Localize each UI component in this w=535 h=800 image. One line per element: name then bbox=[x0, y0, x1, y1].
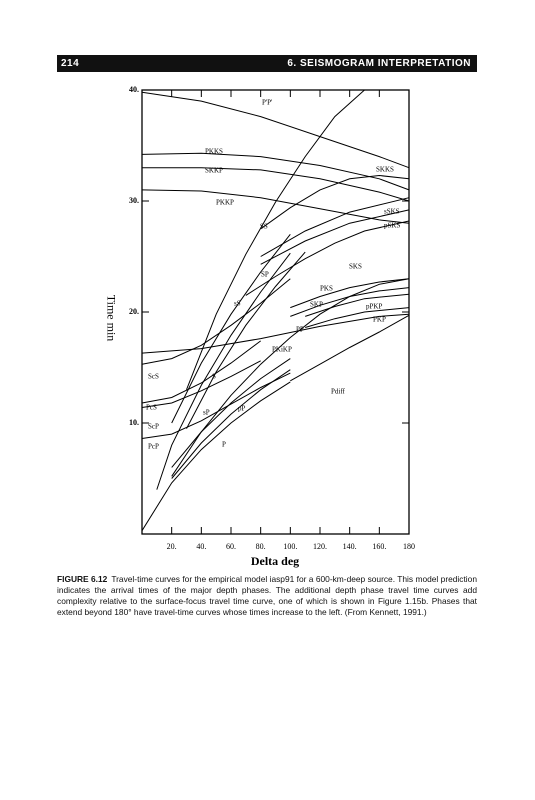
curve bbox=[171, 233, 291, 424]
x-axis-label: Delta deg bbox=[251, 554, 299, 568]
curve bbox=[260, 209, 410, 265]
x-tick-label: 60. bbox=[226, 542, 236, 551]
x-tick-label: 180 bbox=[403, 542, 415, 551]
x-tick-label: 100. bbox=[283, 542, 297, 551]
curve-label: PcS bbox=[146, 404, 157, 412]
running-title: 6. SEISMOGRAM INTERPRETATION bbox=[287, 58, 471, 69]
curve bbox=[290, 278, 410, 309]
y-tick-label: 20. bbox=[129, 307, 139, 316]
x-tick-label: 20. bbox=[167, 542, 177, 551]
curve bbox=[290, 314, 410, 382]
curve-label: PKKP bbox=[216, 199, 234, 207]
curve bbox=[141, 360, 261, 408]
running-header: 214 6. SEISMOGRAM INTERPRETATION bbox=[57, 55, 477, 72]
curve-label: sS bbox=[234, 300, 241, 308]
x-tick-label: 40. bbox=[196, 542, 206, 551]
curve-label: pP bbox=[238, 405, 246, 413]
curve-label: SP bbox=[261, 271, 269, 279]
curve bbox=[171, 358, 291, 468]
x-tick-label: 80. bbox=[256, 542, 266, 551]
caption-label: FIGURE 6.12 bbox=[57, 574, 108, 584]
curve bbox=[260, 174, 410, 230]
curve-label: ScP bbox=[148, 423, 159, 431]
curve-label: PKKS bbox=[205, 148, 223, 156]
curve-label: pPKP bbox=[366, 303, 382, 311]
curve-label: PP bbox=[296, 326, 304, 334]
curve-label: PKiKP bbox=[272, 346, 292, 354]
curve-label: PKP bbox=[373, 316, 386, 324]
curve-label: pSKS bbox=[384, 222, 400, 230]
curve bbox=[142, 167, 410, 202]
curve bbox=[156, 252, 291, 490]
y-tick-label: 30. bbox=[129, 196, 139, 205]
curve-label: SKS bbox=[349, 263, 362, 271]
curve-label: P'P' bbox=[262, 99, 272, 107]
curve bbox=[141, 381, 291, 531]
curve bbox=[186, 89, 365, 390]
x-tick-label: 140. bbox=[343, 542, 357, 551]
curve bbox=[186, 251, 306, 429]
caption: FIGURE 6.12 Travel-time curves for the em… bbox=[57, 574, 477, 618]
curve bbox=[141, 152, 410, 191]
curve-label: sP bbox=[203, 409, 210, 417]
curve bbox=[305, 293, 410, 317]
y-axis-label: Time min bbox=[104, 295, 118, 342]
curve-label: SKKP bbox=[205, 167, 223, 175]
curve bbox=[141, 340, 261, 404]
curve-label: P bbox=[222, 441, 226, 449]
curve-label: Pdiff bbox=[331, 388, 346, 396]
curve bbox=[171, 278, 410, 477]
curve bbox=[290, 287, 410, 317]
chart: Delta deg Time min 20. 40. 60. 80. 100. 120. 1… bbox=[104, 85, 415, 568]
curve-label: SKKS bbox=[376, 166, 394, 174]
curve-label: ScS bbox=[148, 373, 159, 381]
curve bbox=[141, 189, 410, 224]
y-tick-label: 10. bbox=[129, 418, 139, 427]
curve bbox=[141, 91, 410, 169]
caption-text: Travel-time curves for the empirical mod… bbox=[57, 574, 477, 617]
y-tick-label: 40. bbox=[129, 85, 139, 94]
page-number: 214 bbox=[61, 58, 80, 69]
curve-label: SS bbox=[260, 223, 268, 231]
curve-label: PcP bbox=[148, 443, 159, 451]
curve-label: sSKS bbox=[384, 208, 400, 216]
curve-label: PKS bbox=[320, 285, 333, 293]
curve bbox=[305, 307, 410, 328]
x-tick-label: 120. bbox=[313, 542, 327, 551]
curve bbox=[141, 372, 291, 439]
curve-label: SKP bbox=[310, 301, 323, 309]
x-tick-label: 160. bbox=[372, 542, 386, 551]
